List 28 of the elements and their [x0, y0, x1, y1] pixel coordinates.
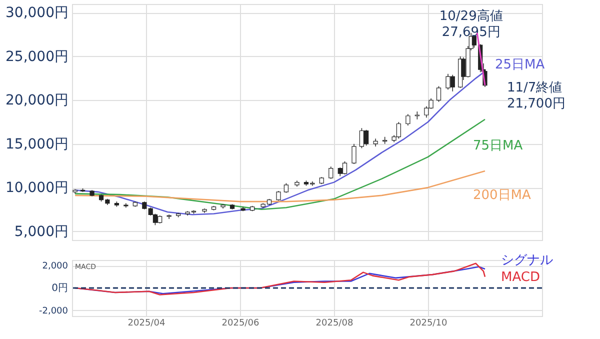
candlestick	[284, 182, 288, 194]
y-tick-label: 5,000円	[14, 224, 68, 240]
candlestick	[406, 114, 410, 126]
x-tick-label: 2025/10	[410, 318, 448, 328]
y-tick-label: 25,000円	[6, 48, 68, 65]
y-tick-label: 0円	[52, 283, 68, 294]
candlestick	[342, 160, 348, 175]
x-tick-label: 2025/04	[128, 318, 166, 328]
x-tick-label: 2025/06	[222, 318, 260, 328]
y-tick-label: 10,000円	[6, 180, 68, 196]
y-tick-label: 15,000円	[6, 136, 68, 152]
candlestick	[359, 128, 364, 149]
candlestick	[328, 166, 334, 180]
annotation: 11/7終値 21,700円	[506, 80, 566, 112]
series-label: MACD	[500, 270, 540, 285]
annotation: 10/29高値 27,695円	[439, 8, 503, 40]
y-tick-label: 20,000円	[6, 92, 68, 109]
series-label: シグナル	[500, 252, 553, 268]
candlestick	[352, 143, 356, 164]
y-tick-label: -2,000	[38, 306, 68, 316]
series-label: 25日MA	[494, 57, 545, 72]
x-tick-label: 2025/08	[316, 318, 354, 328]
y-tick-label: 30,000円	[6, 5, 68, 22]
series-label: 75日MA	[472, 138, 523, 154]
y-tick-label: 2,000	[42, 262, 68, 272]
candlestick	[436, 86, 442, 102]
candlestick	[276, 190, 281, 202]
series-label: 200日MA	[472, 188, 532, 203]
